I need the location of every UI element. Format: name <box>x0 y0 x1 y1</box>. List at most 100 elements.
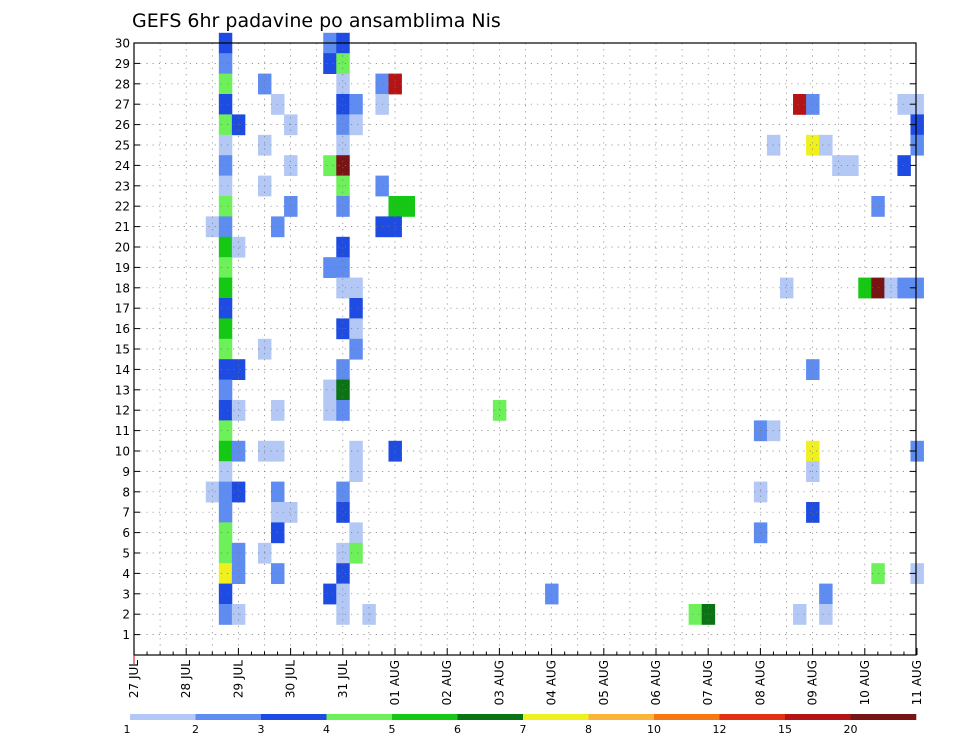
colorbar-segment <box>850 714 917 720</box>
colorbar-segment <box>588 714 655 720</box>
heatmap-cell <box>205 481 220 503</box>
heatmap-cell <box>323 583 337 605</box>
heatmap-cell <box>218 359 233 380</box>
y-axis: 1234567891011121314151617181920212223242… <box>115 37 916 642</box>
heatmap-cell <box>218 175 233 197</box>
x-tick-label: 04 AUG <box>545 660 559 705</box>
y-tick-label: 19 <box>115 261 130 275</box>
heatmap-cell <box>688 604 703 625</box>
heatmap-cell <box>336 481 350 503</box>
colorbar-segment <box>654 714 720 720</box>
colorbar-segment <box>457 714 524 720</box>
heatmap-cell <box>336 502 350 523</box>
y-tick-label: 15 <box>115 343 130 357</box>
heatmap-cell <box>806 440 820 462</box>
heatmap-cell <box>401 196 415 217</box>
y-tick-label: 18 <box>115 281 130 295</box>
heatmap-cell <box>218 277 233 299</box>
y-tick-label: 2 <box>122 608 130 622</box>
y-tick-label: 22 <box>115 200 130 214</box>
heatmap-cell <box>323 257 337 278</box>
heatmap-cell <box>845 155 859 176</box>
heatmap-cell <box>284 196 298 217</box>
heatmap-cell <box>349 338 363 360</box>
heatmap-cell <box>336 542 350 564</box>
heatmap-cell <box>349 114 363 136</box>
colorbar-label: 12 <box>713 723 727 736</box>
heatmap-cell <box>779 277 794 299</box>
heatmap-cell <box>349 522 363 544</box>
heatmap-cell <box>218 338 233 360</box>
y-tick-label: 13 <box>115 383 130 397</box>
x-tick-label: 11 AUG <box>910 660 924 705</box>
y-tick-label: 26 <box>115 118 130 132</box>
heatmap-cell <box>832 155 846 176</box>
colorbar-label: 1 <box>124 723 131 736</box>
heatmap-cell <box>349 440 363 462</box>
colorbar-segment <box>326 714 393 720</box>
heatmap-cell <box>349 318 363 340</box>
x-tick-label: 01 AUG <box>388 660 402 705</box>
heatmap-cell <box>910 277 924 299</box>
y-tick-label: 8 <box>122 485 130 499</box>
x-tick-label: 07 AUG <box>701 660 715 705</box>
colorbar-segment <box>392 714 458 720</box>
y-tick-label: 24 <box>115 159 130 173</box>
heatmap-cell <box>218 257 233 278</box>
heatmap-cell <box>231 400 246 421</box>
y-tick-label: 14 <box>115 363 130 377</box>
colorbar-label: 4 <box>323 723 330 736</box>
heatmap-cell <box>231 542 246 564</box>
heatmap-cell <box>336 257 350 278</box>
heatmap-cell <box>819 604 833 625</box>
grid-lines <box>134 42 916 655</box>
heatmap-cell <box>336 134 350 156</box>
heatmap-cell <box>336 53 350 74</box>
heatmap-cell <box>819 583 833 605</box>
heatmap-cell <box>218 542 233 564</box>
x-tick-label: 30 JUL <box>284 660 298 698</box>
heatmap-cell <box>218 583 233 605</box>
heatmap-cell <box>218 155 233 176</box>
heatmap-cell <box>218 522 233 544</box>
heatmap-cell <box>336 277 350 299</box>
x-tick-label: 31 JUL <box>336 660 350 698</box>
heatmap-cell <box>336 236 350 258</box>
y-tick-label: 5 <box>122 547 130 561</box>
y-tick-label: 4 <box>122 567 130 581</box>
heatmap-cell <box>806 359 820 380</box>
heatmap-cell <box>336 563 350 584</box>
heatmap-cell <box>349 461 363 482</box>
colorbar-label: 20 <box>844 723 858 736</box>
heatmap-cell <box>897 155 911 176</box>
heatmap-cells <box>205 32 924 625</box>
colorbar-label: 3 <box>258 723 265 736</box>
heatmap-cell <box>218 563 233 584</box>
heatmap-cell <box>806 502 820 523</box>
colorbar-label: 15 <box>778 723 792 736</box>
heatmap-cell <box>284 502 298 523</box>
heatmap-cell <box>218 379 233 401</box>
colorbar-segment <box>523 714 589 720</box>
x-axis: 27 JUL 28 JUL 29 JUL 30 JUL 31 JUL 01 AUG 02 A… <box>127 648 924 705</box>
heatmap-cell <box>218 420 233 442</box>
x-tick-label: 10 AUG <box>858 660 872 705</box>
heatmap-cell <box>336 196 350 217</box>
heatmap-cell <box>910 114 924 136</box>
x-tick-label: 09 AUG <box>806 660 820 705</box>
heatmap-cell <box>806 134 820 156</box>
heatmap-cell <box>231 481 246 503</box>
colorbar-label: 7 <box>520 723 527 736</box>
y-tick-label: 20 <box>115 241 130 255</box>
heatmap-cell <box>218 236 233 258</box>
heatmap-cell <box>349 542 363 564</box>
y-tick-label: 7 <box>122 506 130 520</box>
colorbar-label: 10 <box>647 723 661 736</box>
heatmap-cell <box>349 277 363 299</box>
y-tick-label: 28 <box>115 77 130 91</box>
heatmap-cell <box>910 94 924 115</box>
heatmap-cell <box>793 604 807 625</box>
colorbar-segment <box>785 714 851 720</box>
heatmap-cell <box>218 604 233 625</box>
heatmap-cell <box>349 94 363 115</box>
